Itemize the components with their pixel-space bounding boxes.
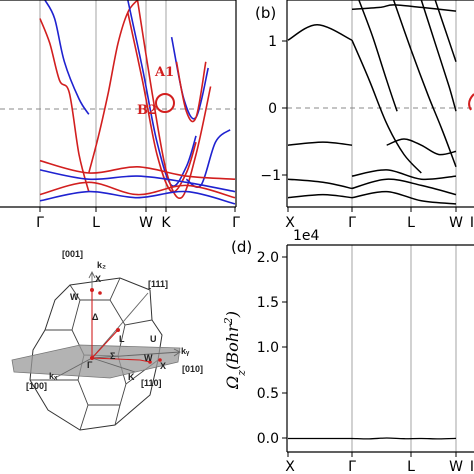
panel-d-ytick-2-0: 2.0 [257,250,279,266]
panel-b-band-3 [386,138,457,156]
panel-d-ytick-0-0: 0.0 [257,431,279,447]
panel-b-band-x-segment-2 [287,178,353,190]
panel-a-xlabel-gamma-end: Γ [232,215,240,231]
panel-b-ytick-1: 1 [268,34,277,50]
panel-d-band-1 [351,437,457,440]
bz-label-u: U [150,334,157,344]
panel-d-ylabel: Ωz(Bohr2) [222,311,248,390]
panel-b-yticks [282,40,287,176]
panel-a-band-10 [39,181,236,199]
panel-b-band-x-segment-1 [287,23,353,41]
panel-d: (d) 1e4 2.0 1.5 1.0 0.5 0.0 Ωz(Bohr2) [222,228,474,474]
bz-label-dir001: [001] [62,249,83,259]
bz-label-w-top: W [70,292,79,302]
panel-a-annotation-a1: A1 [154,65,174,80]
panel-d-xlabel-x: X [285,459,295,474]
panel-a-band-4 [127,12,197,193]
panel-b-band-6 [434,0,457,63]
bz-label-dir100: [100] [26,381,47,391]
panel-b-tag: (b) [255,4,276,22]
panel-d-ytick-0-5: 0.5 [257,386,279,402]
panel-a-xticks [39,207,236,212]
bz-label-w-right: W [144,353,153,363]
panel-d-xlabel-i: I [470,459,474,474]
bz-label-gamma: Γ [87,360,93,370]
panel-a-xlabel-l: L [92,215,100,231]
panel-a-band-9 [185,129,231,188]
panel-b-band-9 [351,169,457,181]
bz-label-delta: Δ [92,312,99,322]
panel-a-band-13 [39,159,236,180]
panel-b-ytick-neg1: −1 [260,168,281,184]
panel-b-band-x-segment-3 [287,193,353,199]
panel-b-xlabel-i: I [470,215,474,231]
panel-a: A1 B2 Γ L W K Γ [0,0,240,231]
panel-d-ytick-1-5: 1.5 [257,295,279,311]
bz-label-dir111: [111] [148,279,168,289]
panel-a-band-12 [39,169,236,193]
panel-d-ytick-1-0: 1.0 [257,340,279,356]
bz-label-kx: kₓ [49,371,58,381]
panel-a-bands [39,0,236,205]
panel-b-band-5 [420,0,457,112]
bz-label-dir110: [110] [141,378,162,388]
panel-d-xlabel-l: L [407,459,415,474]
panel-a-frame [0,0,237,208]
panel-b-bands [287,0,457,205]
panel-b-band-x-segment-4 [287,141,353,146]
panel-d-xlabel-w: W [449,459,463,474]
panel-a-highlight-circle [155,93,175,113]
panel-b-band-4 [392,0,457,168]
panel-a-band-5 [127,0,197,187]
bz-label-x-top: X [95,274,101,284]
panel-d-tag: (d) [231,238,252,256]
bz-points [90,288,162,364]
panel-b-frame [286,0,474,208]
panel-b-ytick-0: 0 [268,101,277,117]
panel-a-band-3 [44,0,90,115]
panel-a-band-2 [88,0,139,174]
panel-d-curve [287,437,457,440]
bz-kxky-plane [11,344,181,379]
panel-b-band-8 [351,190,457,205]
panel-d-xticks [287,452,457,457]
panel-b-xlabel-w: W [449,215,463,231]
panel-d-grid [351,245,457,452]
panel-a-band-11 [39,190,236,205]
panel-b-xlabel-gamma: Γ [348,215,356,231]
panel-b-xlabel-x: X [285,215,295,231]
panel-d-frame [286,244,474,453]
bz-label-sigma: Σ [110,351,116,361]
panel-b-band-7 [351,178,457,196]
bz-label-ky: kᵧ [181,346,190,356]
panel-d-xlabel-gamma: Γ [348,459,356,474]
panel-a-band-8 [175,61,207,123]
panel-b-xlabel-l: L [407,215,415,231]
panel-b-highlight-arc [468,93,474,111]
panel-c: [001] k₂ X [111] W Δ L U Σ W Γ X kᵧ [010… [11,249,203,431]
panel-b-xticks [287,207,457,212]
bz-paths [91,290,151,363]
panel-a-xlabel-k: K [161,215,171,231]
bz-label-dir010: [010] [182,364,203,374]
panel-a-band-1 [39,18,90,192]
bz-label-kz: k₂ [97,260,106,270]
bz-label-x-right: X [160,361,166,371]
panel-b-band-10 [351,4,457,12]
panel-a-annotation-b2: B2 [137,103,157,118]
panel-b: (b) 1 0 −1 X Γ L W I [255,0,474,231]
panel-d-yticks [282,256,287,439]
panel-d-exponent: 1e4 [293,228,320,244]
panel-b-grid [351,0,457,207]
panel-b-band-1 [351,39,422,174]
panel-a-xlabel-w: W [139,215,153,231]
bz-label-k: K [128,372,135,382]
bz-label-l: L [119,334,125,344]
panel-a-xlabel-gamma: Γ [36,215,44,231]
panel-b-band-2 [358,0,398,112]
